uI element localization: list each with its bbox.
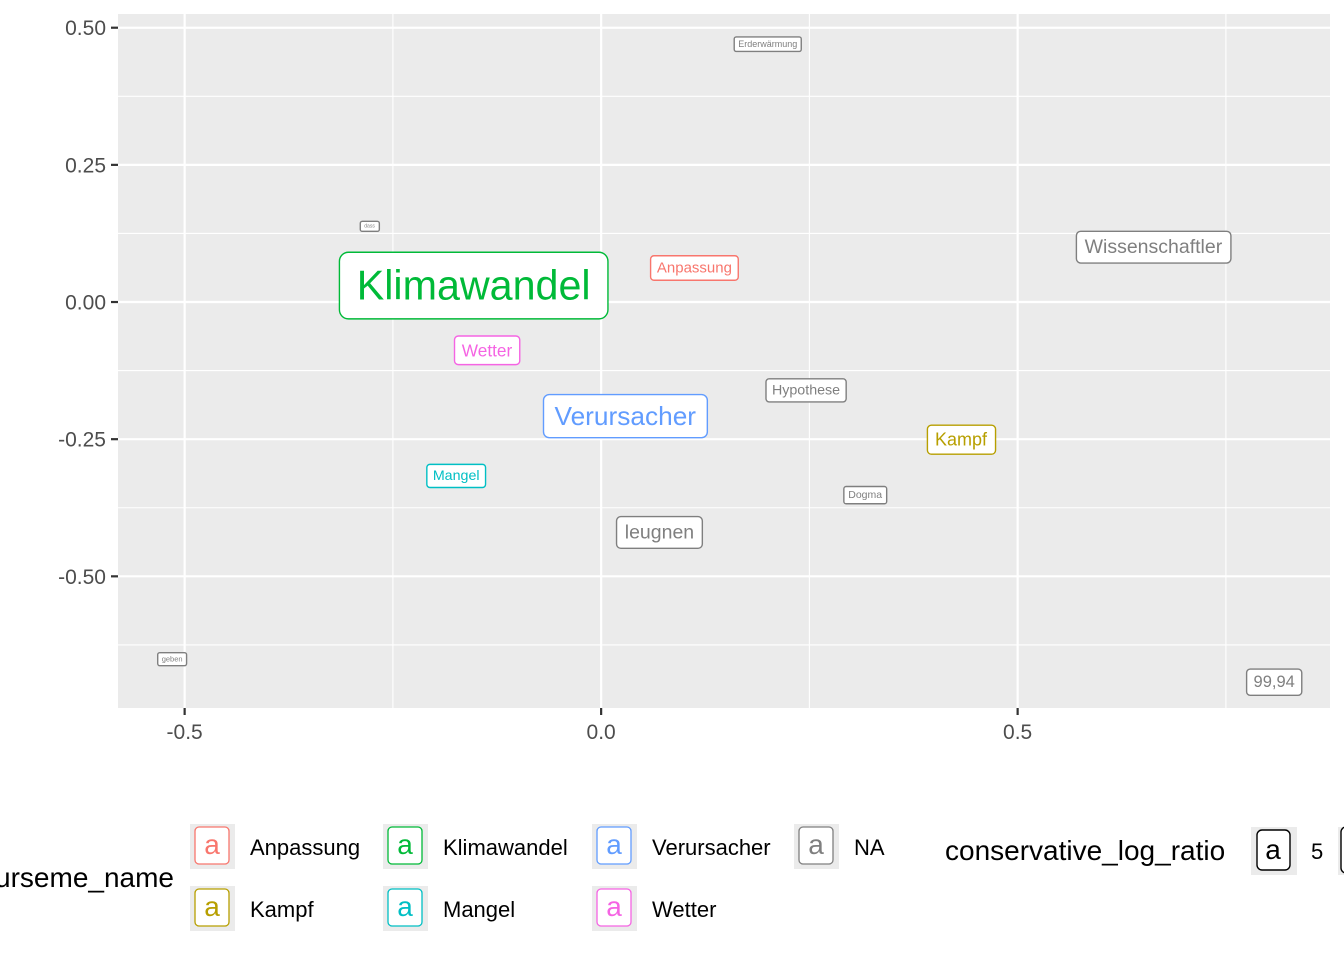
legend-key-letter: a [1265,834,1281,865]
x-tick-label: -0.5 [167,721,203,744]
legend-label: Klimawandel [443,835,568,860]
y-axis: 0.50 0.25 0.00 -0.25 -0.50 [58,17,118,589]
word-label-wissenschaftler: Wissenschaftler [1075,230,1232,264]
legend-size-title: conservative_log_ratio [945,835,1225,866]
label-box [649,255,739,281]
legend-key-letter: a [397,829,413,860]
word-label-verursacher: Verursacher [542,393,709,439]
label-text: Mangel [433,468,480,484]
legend-key-letter: a [808,829,824,860]
legend-key-mangel: a Mangel [383,886,515,931]
label-box [359,220,381,233]
label-box [338,251,609,320]
word-label-99-94: 99,94 [1245,668,1303,697]
legend-label: Mangel [443,897,515,922]
label-box [1245,668,1303,697]
label-box [453,335,521,366]
legend-size-key-partial [1338,826,1344,875]
label-text: Wissenschaftler [1085,236,1223,258]
label-text: Erderwärmung [738,39,797,49]
legend-key-na: a NA [794,824,885,869]
legend-key-letter: a [606,829,622,860]
legend: discourseme_name a Anpassung a Kampf a Klimaw… [0,824,1344,931]
y-tick-label: -0.25 [58,429,106,452]
legend-key-letter: a [204,891,220,922]
label-box [157,651,188,667]
label-box [765,378,847,403]
legend-label: Verursacher [652,835,771,860]
word-label-leugnen: leugnen [615,515,704,550]
legend-key-wetter: a Wetter [592,886,716,931]
legend-key-box [194,826,230,865]
label-text: Dogma [848,489,882,501]
label-box [542,393,709,439]
word-label-hypothese: Hypothese [765,378,847,403]
x-tick-label: 0.0 [587,721,616,744]
legend-key-box [1256,829,1291,871]
legend-color-keys: a Anpassung a Kampf a Klimawandel a Mangel a Veru… [190,824,885,931]
word-label-dass: dass [359,220,381,233]
label-text: Hypothese [772,382,840,398]
legend-label: Kampf [250,897,314,922]
word-label-kampf: Kampf [926,424,997,455]
label-text: leugnen [625,521,694,543]
legend-key-letter: a [397,891,413,922]
legend-key-box [596,826,632,865]
legend-key-klimawandel: a Klimawandel [383,824,568,869]
grid-minor [118,14,1330,708]
data-labels: Erderwärmung dass Wissenschaftler Anpassung… [157,36,1303,697]
label-text: Verursacher [555,401,697,431]
grid-major [118,14,1330,708]
legend-key-box [387,888,423,927]
word-label-erderwärmung: Erderwärmung [733,36,802,53]
y-tick-label: 0.25 [65,154,106,177]
panel-background [118,14,1330,708]
label-box [426,463,487,489]
label-text: Klimawandel [357,263,591,309]
label-text: 99,94 [1254,673,1295,691]
word-label-dogma: Dogma [843,485,888,505]
legend-key-kampf: a Kampf [190,886,314,931]
legend-key-anpassung: a Anpassung [190,824,360,869]
label-text: Kampf [935,430,988,450]
label-box [843,485,888,505]
word-label-klimawandel: Klimawandel [338,251,609,320]
legend-key-letter: a [204,829,220,860]
label-text: Anpassung [657,260,732,277]
label-box [615,515,704,550]
y-tick-label: -0.50 [58,566,106,589]
legend-label: 5 [1311,839,1323,864]
legend-label: Anpassung [250,835,360,860]
legend-key-box [387,826,423,865]
word-label-mangel: Mangel [426,463,487,489]
x-tick-label: 0.5 [1003,721,1032,744]
legend-key-verursacher: a Verursacher [592,824,771,869]
legend-key-box [1340,826,1344,874]
legend-color-title: discourseme_name [0,862,174,893]
legend-key-box [798,826,834,865]
label-text: dass [364,223,375,229]
x-axis: -0.5 0.0 0.5 [167,708,1032,744]
legend-key-box [596,888,632,927]
word-label-anpassung: Anpassung [649,255,739,281]
label-text: Wetter [462,340,513,360]
label-box [1075,230,1232,264]
label-box [926,424,997,455]
label-box [733,36,802,53]
legend-label: NA [854,835,885,860]
y-tick-label: 0.00 [65,292,106,315]
legend-key-box [194,888,230,927]
word-label-wetter: Wetter [453,335,521,366]
y-tick-label: 0.50 [65,17,106,40]
word-label-geben: geben [157,651,188,667]
legend-label: Wetter [652,897,716,922]
label-text: geben [162,655,183,664]
legend-key-letter: a [606,891,622,922]
